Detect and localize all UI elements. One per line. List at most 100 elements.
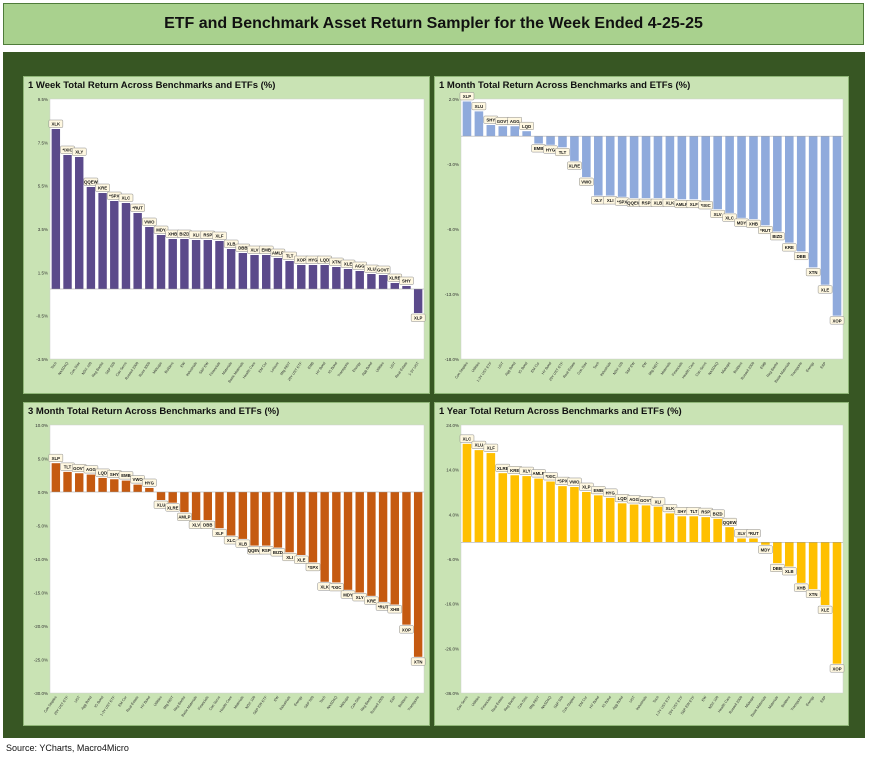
x-tick-label: NDX 100: [81, 361, 93, 375]
data-label: *SPX: [557, 479, 567, 484]
data-label: QQEW: [627, 201, 642, 206]
bar: [180, 492, 189, 513]
y-tick-label: -3.5%: [36, 357, 48, 362]
data-label: *SPX: [308, 565, 318, 570]
data-label: *SPX: [109, 194, 119, 199]
data-label-box: [399, 625, 414, 634]
bar: [629, 504, 639, 543]
bar: [486, 453, 496, 543]
data-label-box: [471, 102, 487, 111]
bar: [191, 240, 201, 289]
x-tick-label: Tech: [319, 695, 327, 704]
bar: [51, 129, 61, 289]
data-label: LQD: [320, 258, 329, 263]
data-label: XHB: [168, 232, 177, 237]
data-label-box: [543, 472, 558, 481]
x-tick-label: Reg Banks: [91, 361, 104, 378]
bar: [343, 492, 353, 590]
data-label-box: [212, 231, 227, 240]
data-label: EMB: [261, 248, 271, 253]
y-tick-label: 4.0%: [449, 512, 459, 517]
y-tick-label: -13.0%: [445, 292, 459, 297]
bar: [737, 538, 746, 543]
data-label: GOVT: [640, 498, 653, 503]
data-label: XLB: [227, 242, 236, 247]
bar: [390, 283, 399, 289]
data-label: XLRE: [497, 466, 509, 471]
bar: [367, 492, 376, 596]
y-tick-label: -0.5%: [36, 314, 48, 319]
x-tick-label: Builders: [398, 695, 409, 708]
y-tick-label: -20.0%: [34, 624, 48, 629]
data-label-box: [177, 512, 192, 521]
data-label-box: [118, 193, 134, 202]
x-tick-label: HY Bond: [315, 361, 326, 375]
x-tick-label: Energy: [293, 695, 303, 707]
data-label: AGG: [629, 497, 639, 502]
x-tick-label: Mtg REIT: [648, 361, 660, 376]
y-tick-label: 1.5%: [38, 270, 48, 275]
x-tick-label: Real Estate: [126, 695, 140, 713]
x-tick-label: Industrials: [599, 361, 612, 377]
data-label-box: [758, 226, 773, 235]
data-label: *RUT: [132, 206, 143, 211]
bar: [145, 227, 154, 289]
data-label: BIZD: [713, 511, 723, 516]
x-tick-label: Utilities: [471, 361, 481, 373]
data-label-box: [829, 664, 845, 673]
bar: [203, 240, 212, 289]
x-tick-label: Mtg REIT: [528, 695, 540, 710]
data-label: XOP: [832, 666, 841, 671]
bar: [641, 505, 651, 543]
data-label-box: [410, 657, 426, 666]
x-tick-label: Con Disc: [350, 695, 362, 709]
y-tick-label: 14.0%: [446, 468, 459, 473]
bar: [86, 474, 96, 492]
bar: [145, 487, 154, 492]
chart-title: 3 Month Total Return Across Benchmarks a…: [28, 406, 280, 417]
x-tick-label: EW: [701, 695, 708, 703]
data-label-box: [200, 520, 216, 529]
x-tick-label: UST: [629, 695, 637, 704]
x-tick-label: Materials: [221, 361, 233, 375]
bar: [820, 136, 830, 285]
data-label: HYG: [546, 147, 556, 152]
data-label: XLI: [655, 499, 662, 504]
bar: [498, 473, 508, 543]
data-label: SHY: [486, 118, 495, 123]
data-label-box: [793, 583, 809, 592]
data-label: AMLP: [272, 251, 284, 256]
data-label: RSP: [642, 201, 651, 206]
x-tick-label: HY Bond: [541, 361, 552, 375]
bar: [191, 492, 201, 521]
x-tick-label: Utilities: [153, 695, 163, 707]
chart-title: 1 Month Total Return Across Benchmarks a…: [439, 80, 691, 91]
bar: [86, 187, 96, 289]
data-label: XLK: [320, 584, 329, 589]
x-tick-label: IG Bond: [601, 695, 612, 708]
data-label-box: [459, 92, 475, 101]
x-tick-label: NASDAQ: [326, 695, 338, 710]
y-tick-label: -5.0%: [36, 524, 48, 529]
bar: [641, 136, 651, 199]
bar: [617, 503, 627, 543]
x-tick-label: E&P: [389, 695, 397, 704]
data-label: BIZD: [772, 234, 782, 239]
bar: [180, 239, 189, 289]
data-label: XOP: [832, 318, 841, 323]
data-label-box: [710, 509, 725, 518]
data-label: XLK: [52, 122, 61, 127]
x-tick-label: Builders: [780, 695, 791, 708]
x-tick-label: EMB: [759, 361, 767, 370]
x-tick-label: Tech: [652, 695, 660, 704]
x-tick-label: Materials: [768, 695, 780, 709]
bar: [558, 486, 567, 543]
data-label: SHY: [677, 509, 686, 514]
data-label: VWO: [581, 180, 592, 185]
bar: [156, 235, 166, 289]
data-label: *IXIC: [546, 474, 556, 479]
x-tick-label: UST: [497, 361, 505, 370]
x-tick-label: Builders: [733, 361, 744, 374]
y-tick-label: -6.0%: [447, 557, 459, 562]
chart-panel-3-month: 3 Month Total Return Across Benchmarks a…: [23, 402, 430, 726]
